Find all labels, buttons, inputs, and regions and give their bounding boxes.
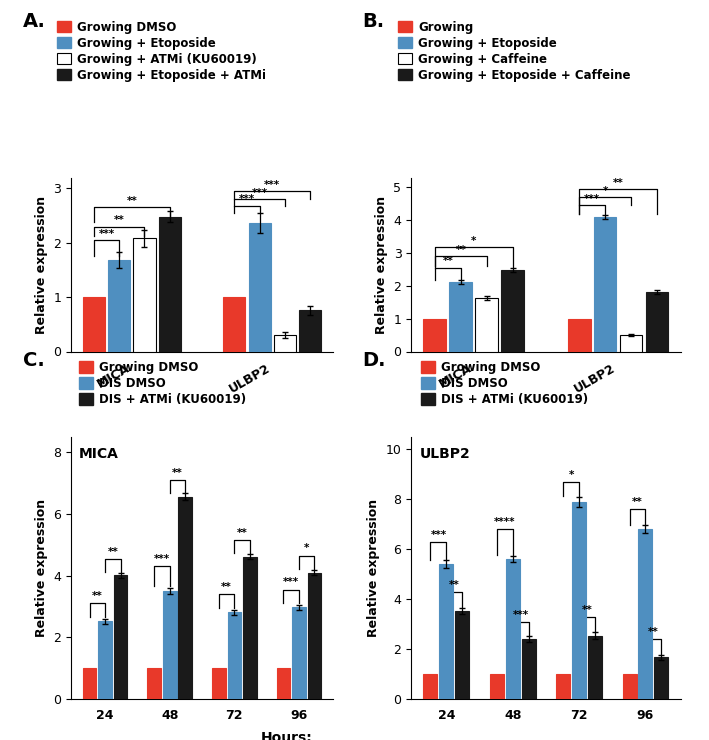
Text: MICA: MICA: [79, 447, 118, 461]
Text: *: *: [569, 470, 574, 480]
Bar: [423, 674, 437, 699]
Y-axis label: Relative expression: Relative expression: [35, 195, 48, 334]
Bar: [99, 622, 112, 699]
Text: A.: A.: [23, 12, 46, 30]
Bar: [292, 608, 306, 699]
Bar: [108, 260, 130, 351]
Bar: [654, 657, 669, 699]
Text: B.: B.: [363, 12, 385, 30]
Bar: [490, 674, 504, 699]
Legend: Growing DMSO, DIS DMSO, DIS + ATMi (KU60019): Growing DMSO, DIS DMSO, DIS + ATMi (KU60…: [79, 361, 246, 406]
Bar: [588, 636, 602, 699]
Text: **: **: [172, 468, 183, 478]
Text: ***: ***: [99, 229, 115, 239]
Text: ****: ****: [494, 517, 515, 527]
Bar: [308, 573, 321, 699]
Bar: [249, 223, 271, 352]
Text: ***: ***: [513, 610, 529, 619]
Text: **: **: [648, 628, 659, 637]
Text: *: *: [471, 236, 476, 246]
Bar: [450, 282, 472, 352]
Text: *: *: [304, 543, 309, 554]
Bar: [83, 297, 105, 352]
Bar: [506, 559, 520, 699]
Bar: [212, 668, 225, 699]
Bar: [556, 674, 570, 699]
Legend: Growing DMSO, Growing + Etoposide, Growing + ATMi (KU60019), Growing + Etoposide: Growing DMSO, Growing + Etoposide, Growi…: [57, 21, 266, 81]
Bar: [114, 575, 128, 699]
Text: **: **: [237, 528, 247, 538]
Text: **: **: [442, 257, 453, 266]
Text: ***: ***: [264, 180, 280, 189]
Legend: Growing DMSO, DIS DMSO, DIS + ATMi (KU60019): Growing DMSO, DIS DMSO, DIS + ATMi (KU60…: [421, 361, 588, 406]
Text: ***: ***: [154, 554, 170, 565]
Bar: [639, 529, 652, 699]
Text: **: **: [221, 582, 232, 592]
Bar: [568, 319, 591, 352]
Bar: [179, 497, 192, 699]
Text: **: **: [92, 591, 103, 602]
Bar: [572, 502, 586, 699]
Bar: [620, 335, 642, 352]
Text: ***: ***: [430, 530, 447, 539]
Text: **: **: [126, 196, 138, 206]
Bar: [646, 292, 669, 352]
Text: **: **: [632, 497, 643, 507]
Bar: [163, 591, 177, 699]
Y-axis label: Relative expression: Relative expression: [367, 499, 380, 637]
Text: **: **: [108, 547, 118, 556]
Text: ***: ***: [252, 188, 268, 198]
Text: *: *: [603, 186, 608, 196]
Text: ***: ***: [239, 195, 255, 204]
Text: Hours:: Hours:: [260, 731, 312, 740]
Text: **: **: [449, 579, 459, 590]
Bar: [623, 674, 637, 699]
Bar: [440, 564, 453, 699]
Text: ***: ***: [584, 194, 600, 204]
Text: D.: D.: [363, 352, 386, 371]
Y-axis label: Relative expression: Relative expression: [375, 195, 388, 334]
Text: **: **: [455, 245, 467, 255]
Y-axis label: Relative expression: Relative expression: [35, 499, 48, 637]
Bar: [243, 556, 257, 699]
Text: **: **: [114, 215, 125, 225]
Bar: [223, 297, 245, 352]
Bar: [274, 335, 296, 352]
Bar: [593, 217, 617, 352]
Bar: [423, 319, 446, 352]
Bar: [83, 668, 96, 699]
Bar: [133, 238, 155, 352]
Bar: [455, 611, 469, 699]
Text: **: **: [581, 605, 593, 615]
Legend: Growing, Growing + Etoposide, Growing + Caffeine, Growing + Etoposide + Caffeine: Growing, Growing + Etoposide, Growing + …: [398, 21, 630, 81]
Bar: [501, 270, 524, 351]
Bar: [228, 612, 241, 699]
Text: C.: C.: [23, 352, 45, 371]
Bar: [159, 217, 181, 352]
Bar: [299, 310, 321, 352]
Bar: [475, 298, 498, 352]
Text: ULBP2: ULBP2: [419, 447, 470, 461]
Text: **: **: [613, 178, 623, 188]
Text: ***: ***: [283, 577, 299, 588]
Bar: [147, 668, 161, 699]
Bar: [277, 668, 290, 699]
Bar: [522, 639, 536, 699]
